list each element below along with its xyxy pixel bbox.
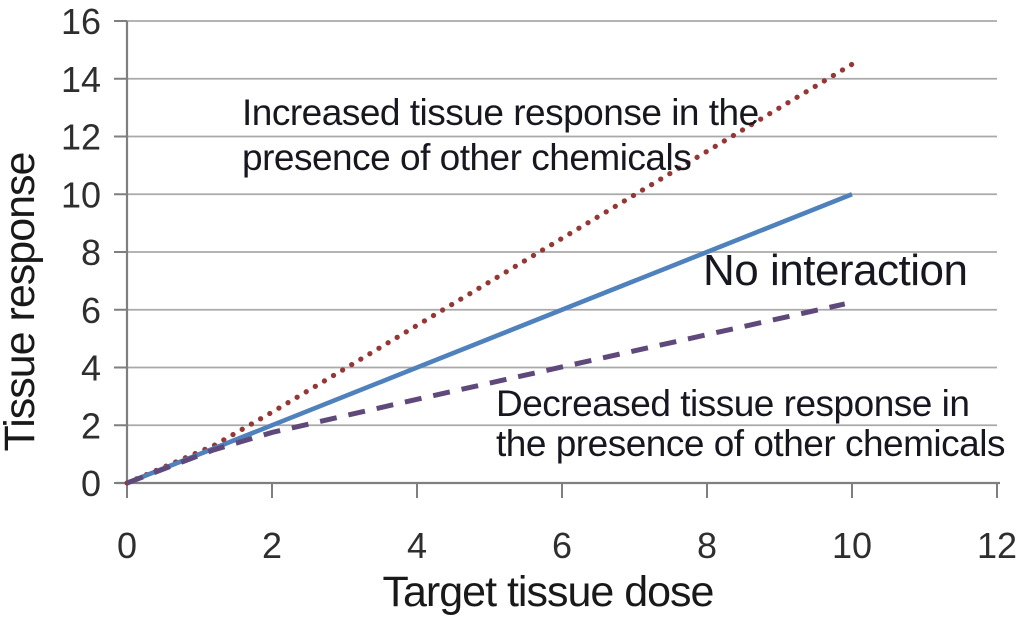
y-tick-label-6: 6 [81, 290, 101, 331]
y-tick-label-0: 0 [81, 463, 101, 504]
y-axis-title: Tissue response [0, 153, 44, 452]
x-tick-label-12: 12 [977, 525, 1017, 566]
y-tick-label-14: 14 [61, 59, 101, 100]
y-tick-label-4: 4 [81, 348, 101, 389]
x-tick-label-10: 10 [832, 525, 872, 566]
y-tick-label-16: 16 [61, 1, 101, 42]
y-tick-label-2: 2 [81, 405, 101, 446]
no-interaction-label: No interaction [703, 246, 967, 295]
y-tick-label-8: 8 [81, 232, 101, 273]
y-tick-label-12: 12 [61, 117, 101, 158]
no-interaction-line [126, 192, 853, 486]
x-axis-title: Target tissue dose [383, 568, 714, 616]
decreased-response-line [126, 301, 846, 486]
x-tick-label-4: 4 [407, 525, 427, 566]
x-tick-label-2: 2 [262, 525, 282, 566]
x-tick-label-8: 8 [697, 525, 717, 566]
x-tick-label-6: 6 [552, 525, 572, 566]
x-tick-label-0: 0 [117, 525, 137, 566]
increased-label: Increased tissue response in the presence… [242, 92, 759, 178]
y-tick-label-10: 10 [61, 174, 101, 215]
decreased-label: Decreased tissue response in the presence… [496, 383, 1005, 464]
